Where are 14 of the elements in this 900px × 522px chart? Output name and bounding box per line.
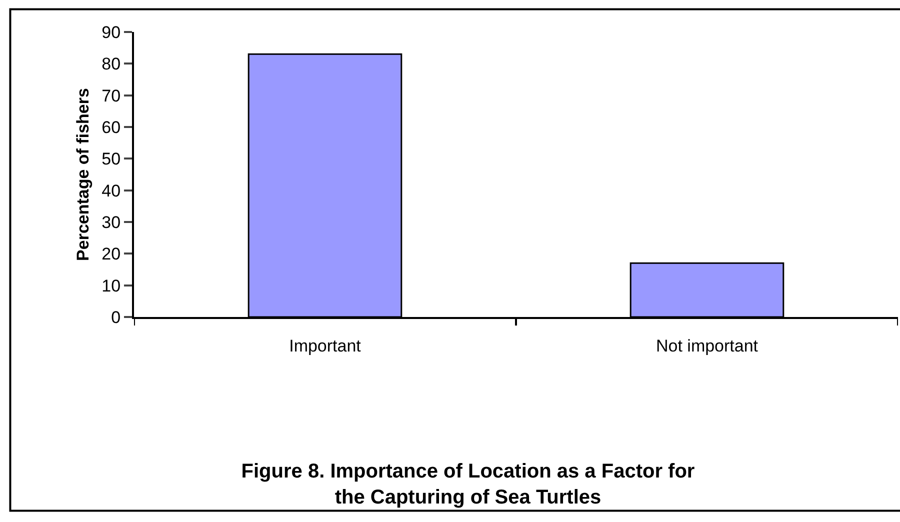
y-tick-label: 80 xyxy=(102,54,121,74)
y-tick-label: 40 xyxy=(102,181,121,200)
y-tick-label: 70 xyxy=(102,86,121,106)
y-tick-label: 0 xyxy=(111,308,121,327)
y-tick-label: 20 xyxy=(102,244,121,264)
y-axis-title: Percentage of fishers xyxy=(74,88,93,261)
x-tick-label: Important xyxy=(289,336,362,356)
y-tick-label: 90 xyxy=(102,22,121,42)
y-tick-label: 10 xyxy=(102,276,121,296)
y-tick-label: 50 xyxy=(102,150,121,169)
text: Figure 8. Importance of Location as a Factor for the Capturing of Sea Turtles xyxy=(241,460,695,509)
x-tick-label: Not important xyxy=(656,336,758,356)
y-tick-label: 60 xyxy=(102,118,121,137)
y-tick-label: 30 xyxy=(102,212,121,232)
